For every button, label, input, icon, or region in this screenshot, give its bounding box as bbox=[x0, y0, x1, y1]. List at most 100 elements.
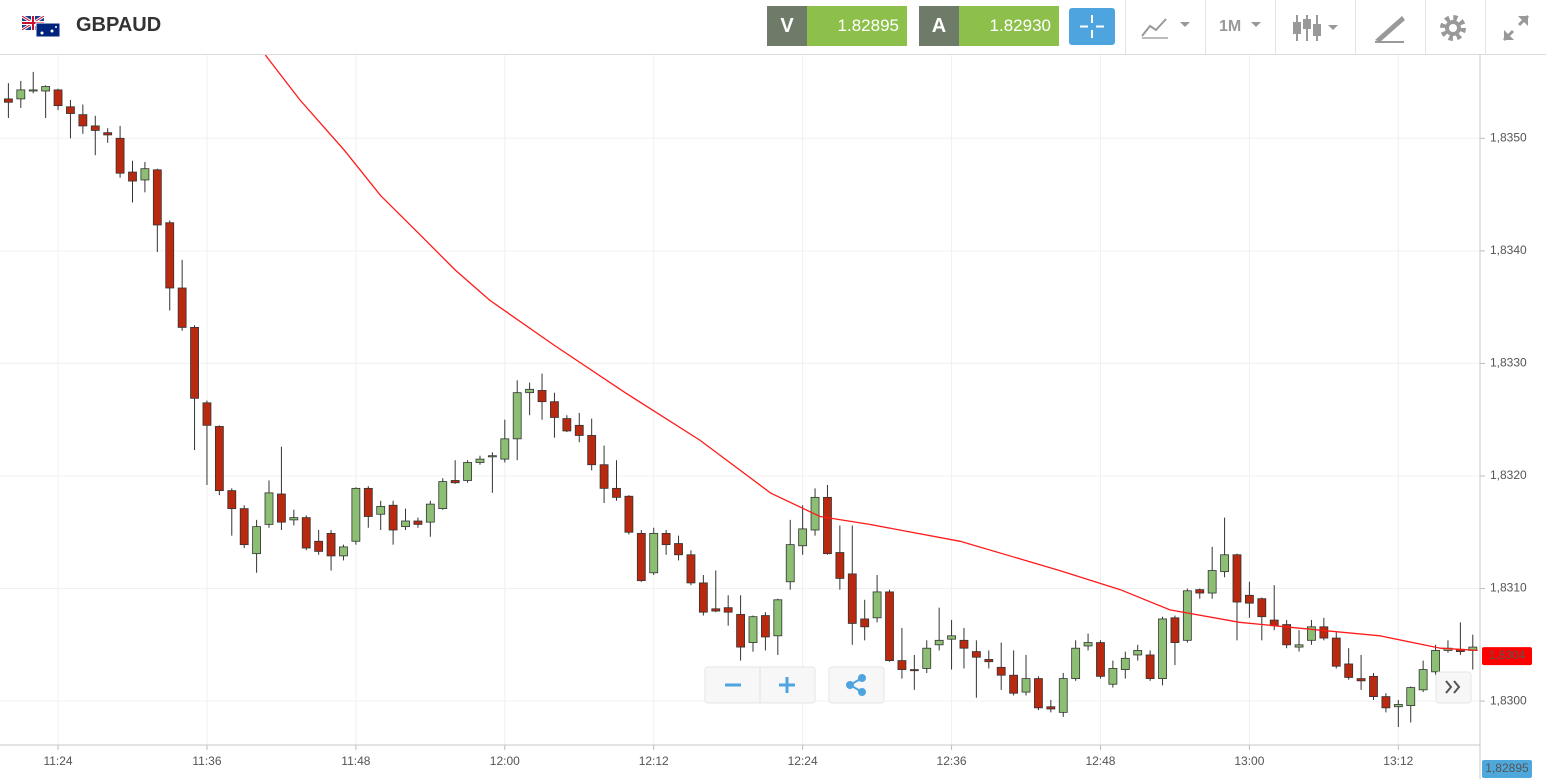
x-tick-label: 12:24 bbox=[788, 754, 818, 768]
candle-body bbox=[277, 493, 286, 523]
candle-body bbox=[1319, 626, 1329, 639]
candle-body bbox=[971, 651, 981, 658]
candle-body bbox=[537, 390, 547, 403]
candle-body bbox=[115, 137, 125, 174]
candle-body bbox=[574, 424, 584, 436]
x-tick-label: 12:48 bbox=[1085, 754, 1115, 768]
candle-body bbox=[1331, 637, 1341, 667]
candle-body bbox=[1083, 642, 1093, 647]
candle-body bbox=[413, 520, 423, 525]
candle-body bbox=[599, 464, 609, 489]
scroll-end-button[interactable] bbox=[1445, 680, 1461, 694]
candle-body bbox=[202, 402, 212, 426]
candle-body bbox=[1120, 657, 1130, 670]
buy-price[interactable]: 1.82930 bbox=[959, 6, 1059, 46]
candle-body bbox=[326, 532, 336, 557]
candle-body bbox=[1381, 696, 1391, 709]
candle-body bbox=[1133, 650, 1143, 656]
candle-body bbox=[1145, 654, 1155, 679]
candle-body bbox=[835, 552, 845, 579]
candle-body bbox=[475, 458, 485, 463]
candle-body bbox=[1108, 668, 1118, 685]
candle-body bbox=[463, 462, 472, 481]
candle-body bbox=[450, 480, 460, 484]
chart: 1,8300 1,8310 1,8320 1,8330 1,8340 1,8350 11:2… bbox=[0, 55, 1532, 779]
zoom-controls bbox=[704, 666, 1472, 704]
share-button[interactable] bbox=[846, 674, 866, 696]
scroll-end-box bbox=[1435, 671, 1472, 704]
settings-button[interactable] bbox=[1437, 12, 1469, 44]
candle-body bbox=[736, 614, 745, 648]
candle-body bbox=[4, 98, 13, 103]
candle-body bbox=[1406, 687, 1416, 707]
candle-body bbox=[587, 435, 597, 466]
crosshair-button[interactable] bbox=[1069, 8, 1115, 45]
candle-body bbox=[239, 508, 249, 546]
candle-body bbox=[500, 438, 510, 460]
candle-body bbox=[487, 455, 497, 458]
candle-body bbox=[1058, 678, 1068, 713]
x-tick-label: 12:12 bbox=[639, 754, 669, 768]
candle-body bbox=[1307, 626, 1316, 641]
candle-body bbox=[314, 540, 324, 552]
candle-body bbox=[922, 647, 932, 669]
candle-body bbox=[1257, 598, 1267, 618]
candle-body bbox=[649, 532, 659, 574]
candle-body bbox=[636, 532, 646, 582]
draw-button[interactable] bbox=[1372, 12, 1408, 44]
candle-body bbox=[550, 401, 559, 418]
candle-body bbox=[674, 543, 683, 556]
candle-body bbox=[785, 544, 795, 583]
y-tick-label: 1,8320 bbox=[1490, 468, 1527, 482]
candle-body bbox=[897, 660, 907, 670]
candle-body bbox=[351, 487, 361, 542]
candle-body bbox=[1418, 669, 1428, 691]
chart-type-button[interactable] bbox=[1140, 14, 1195, 40]
candle-body bbox=[686, 554, 696, 584]
candle-body bbox=[1356, 678, 1366, 682]
candle-body bbox=[425, 503, 435, 523]
price-tag-label: 1,8304 bbox=[1489, 648, 1526, 662]
candle-body bbox=[1369, 675, 1378, 697]
y-tick-label: 1,8310 bbox=[1490, 581, 1527, 595]
candle-body bbox=[152, 169, 162, 226]
price-tag-label: 1,82895 bbox=[1485, 761, 1529, 775]
plot-area bbox=[4, 55, 1478, 727]
candle-body bbox=[723, 607, 733, 613]
share-box bbox=[828, 666, 885, 704]
candle-body bbox=[103, 132, 113, 136]
fullscreen-button[interactable] bbox=[1500, 12, 1532, 44]
buy-label[interactable]: A bbox=[919, 6, 959, 46]
candle-body bbox=[53, 89, 63, 107]
candle-body bbox=[885, 591, 894, 661]
candle-body bbox=[1207, 570, 1217, 594]
candle-body bbox=[1009, 674, 1019, 694]
candle-body bbox=[1282, 624, 1292, 646]
candle-body bbox=[438, 481, 448, 510]
sell-price[interactable]: 1.82895 bbox=[807, 6, 907, 46]
candle-body bbox=[289, 517, 299, 521]
candle-body bbox=[823, 496, 832, 555]
candle-body bbox=[773, 599, 783, 637]
y-tick-label: 1,8340 bbox=[1490, 243, 1527, 257]
candle-body bbox=[562, 418, 572, 432]
candles-button[interactable] bbox=[1290, 12, 1350, 44]
candle-body bbox=[612, 487, 621, 498]
x-tick-label: 12:36 bbox=[937, 754, 967, 768]
candle-body bbox=[748, 616, 758, 643]
candle-body bbox=[41, 86, 51, 92]
candle-body bbox=[339, 546, 348, 557]
candle-body bbox=[16, 89, 26, 100]
candle-body bbox=[177, 287, 187, 328]
candle-body bbox=[401, 520, 410, 528]
zoom-in[interactable] bbox=[779, 677, 795, 693]
candle-body bbox=[1158, 618, 1167, 679]
candle-body bbox=[252, 526, 262, 555]
candle-body bbox=[1170, 617, 1180, 643]
timeframe[interactable]: 1M bbox=[1219, 18, 1242, 35]
sell-label[interactable]: V bbox=[767, 6, 807, 46]
candle-body bbox=[947, 635, 956, 640]
timeframe-caret[interactable] bbox=[1250, 20, 1264, 30]
candle-body bbox=[1220, 554, 1229, 573]
